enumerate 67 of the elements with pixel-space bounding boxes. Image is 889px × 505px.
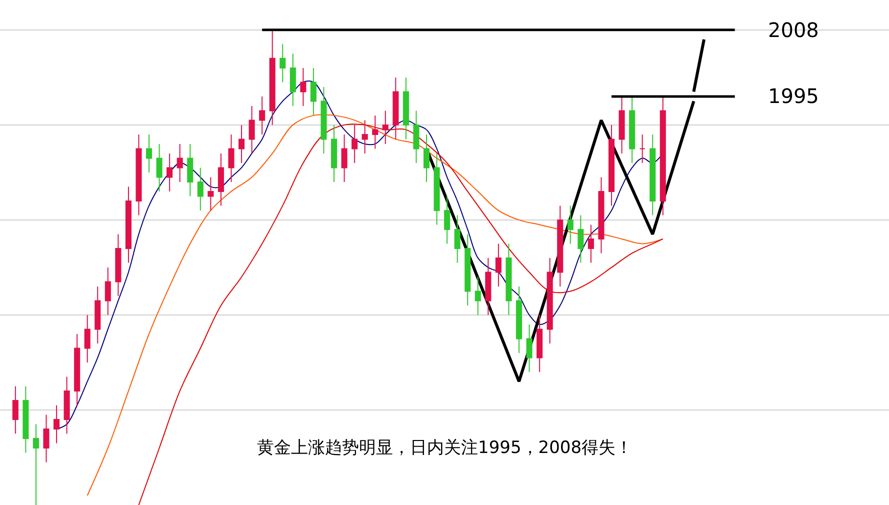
candlestick (598, 176, 604, 254)
candlestick (392, 76, 399, 140)
candlestick (197, 167, 204, 211)
candlestick (454, 214, 460, 264)
candlestick (54, 404, 60, 444)
candlestick (259, 96, 266, 135)
candlestick (341, 134, 348, 182)
candlestick (464, 234, 471, 306)
candlestick (166, 152, 173, 192)
candlestick (382, 110, 388, 144)
candlestick (156, 143, 162, 192)
candlestick (176, 143, 183, 182)
candlestick (43, 414, 50, 463)
candlestick (208, 176, 214, 211)
candlestick (506, 243, 512, 316)
annotation: 黄金上涨趋势明显，日内关注1995，2008得失！ (257, 438, 633, 458)
candlestick (444, 196, 450, 244)
candlestick (650, 134, 656, 216)
candlestick (557, 205, 564, 287)
candlestick (629, 96, 636, 164)
candlestick (94, 286, 101, 344)
candlestick (588, 224, 594, 264)
candlestick (618, 96, 625, 154)
candlestick (424, 134, 430, 182)
candlestick (228, 134, 234, 182)
candlestick (187, 143, 194, 197)
candlestick (639, 134, 646, 164)
candlestick (248, 105, 255, 154)
candlestick (567, 205, 574, 244)
candlestick (238, 124, 245, 164)
text: 1995 (768, 84, 819, 108)
candlestick (280, 44, 286, 83)
candlestick (320, 86, 327, 154)
candlestick (115, 234, 122, 296)
candlestick (526, 324, 532, 372)
candlestick (74, 333, 80, 406)
candlestick (290, 53, 296, 106)
candlestick (362, 120, 368, 154)
candlestick (136, 134, 142, 216)
candlestick (22, 386, 29, 454)
candlestick (310, 67, 316, 116)
candlestick (125, 186, 132, 264)
candlestick (536, 314, 543, 372)
candlestick (485, 257, 492, 316)
candlestick (300, 67, 306, 106)
candlestick (413, 110, 420, 164)
candlestick (64, 376, 70, 434)
text: 2008 (768, 18, 819, 42)
candlestick (12, 386, 18, 434)
candlestick (104, 266, 111, 316)
candlestick (660, 96, 666, 216)
candlestick (516, 286, 522, 354)
candlestick (402, 76, 409, 140)
candlestick (32, 424, 39, 505)
candlestick (352, 124, 358, 164)
candlestick (146, 134, 152, 173)
candlestick (269, 29, 276, 126)
candlestick (218, 152, 224, 206)
candlestick (474, 276, 481, 316)
candlestick (546, 257, 553, 344)
candlestick (434, 152, 440, 226)
candlestick (331, 124, 338, 182)
candlestick (495, 243, 502, 287)
candlestick (84, 314, 90, 363)
candlestick (372, 114, 378, 150)
candlestick (578, 214, 584, 264)
candlestick (608, 124, 615, 206)
